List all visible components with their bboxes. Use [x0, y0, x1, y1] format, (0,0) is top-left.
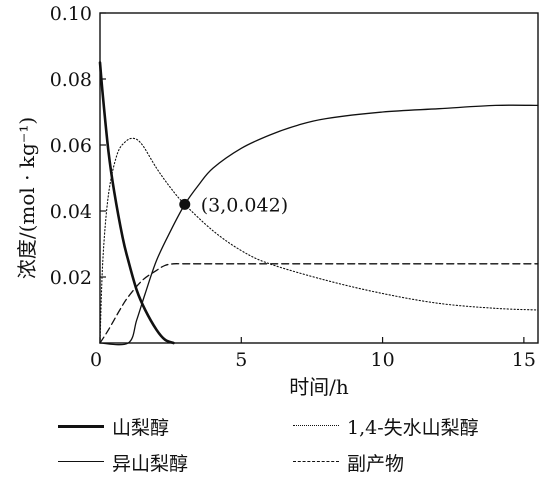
x-tick-label: 10	[370, 349, 394, 371]
legend-row: 异山梨醇 副产物	[58, 444, 538, 480]
series-line-0	[98, 61, 175, 345]
x-tick-label: 5	[235, 349, 247, 371]
legend-label-byproduct: 副产物	[347, 452, 405, 475]
series-layer	[98, 61, 539, 346]
chart: 0.02 0.04 0.06 0.08 0.10 0 5 10 15 时间/h 浓度/(mol · …	[15, 3, 539, 399]
series-line-2	[99, 104, 539, 346]
legend-row: 山梨醇 1,4-失水山梨醇	[58, 408, 538, 444]
legend-swatch-solid	[58, 456, 104, 468]
annotation-point	[179, 198, 191, 210]
legend-label-anhydrosorbitol: 1,4-失水山梨醇	[347, 416, 479, 439]
x-tick-label: 15	[512, 349, 536, 371]
legend-label-isosorbide: 异山梨醇	[112, 452, 189, 475]
legend-swatch-dotted	[293, 420, 339, 432]
y-tick-label: 0.06	[50, 135, 92, 157]
annotation-layer: (3,0.042)	[179, 194, 288, 216]
legend-item-byproduct: 副产物	[293, 449, 538, 476]
legend-swatch-solid-thick	[58, 420, 104, 432]
y-tick-label: 0.04	[50, 201, 92, 223]
x-axis-label: 时间/h	[289, 375, 349, 399]
legend-item-sorbitol: 山梨醇	[58, 413, 293, 440]
legend: 山梨醇 1,4-失水山梨醇 异山梨醇 副产物	[58, 408, 538, 480]
legend-swatch-dashed	[293, 456, 339, 468]
y-tick-label: 0.10	[50, 3, 92, 25]
annotation-label: (3,0.042)	[201, 194, 288, 216]
axes-layer: 0.02 0.04 0.06 0.08 0.10 0 5 10 15 时间/h 浓度/(mol · …	[15, 3, 539, 399]
series-line-1	[99, 137, 539, 344]
y-axis-label: 浓度/(mol · kg⁻¹)	[15, 117, 39, 279]
x-tick-label: 0	[90, 349, 102, 371]
legend-item-isosorbide: 异山梨醇	[58, 449, 293, 476]
plot-frame	[99, 12, 539, 344]
legend-label-sorbitol: 山梨醇	[112, 416, 170, 439]
series-line-3	[99, 263, 539, 344]
legend-item-anhydrosorbitol: 1,4-失水山梨醇	[293, 413, 538, 440]
y-tick-label: 0.08	[50, 69, 92, 91]
y-tick-label: 0.02	[50, 267, 92, 289]
